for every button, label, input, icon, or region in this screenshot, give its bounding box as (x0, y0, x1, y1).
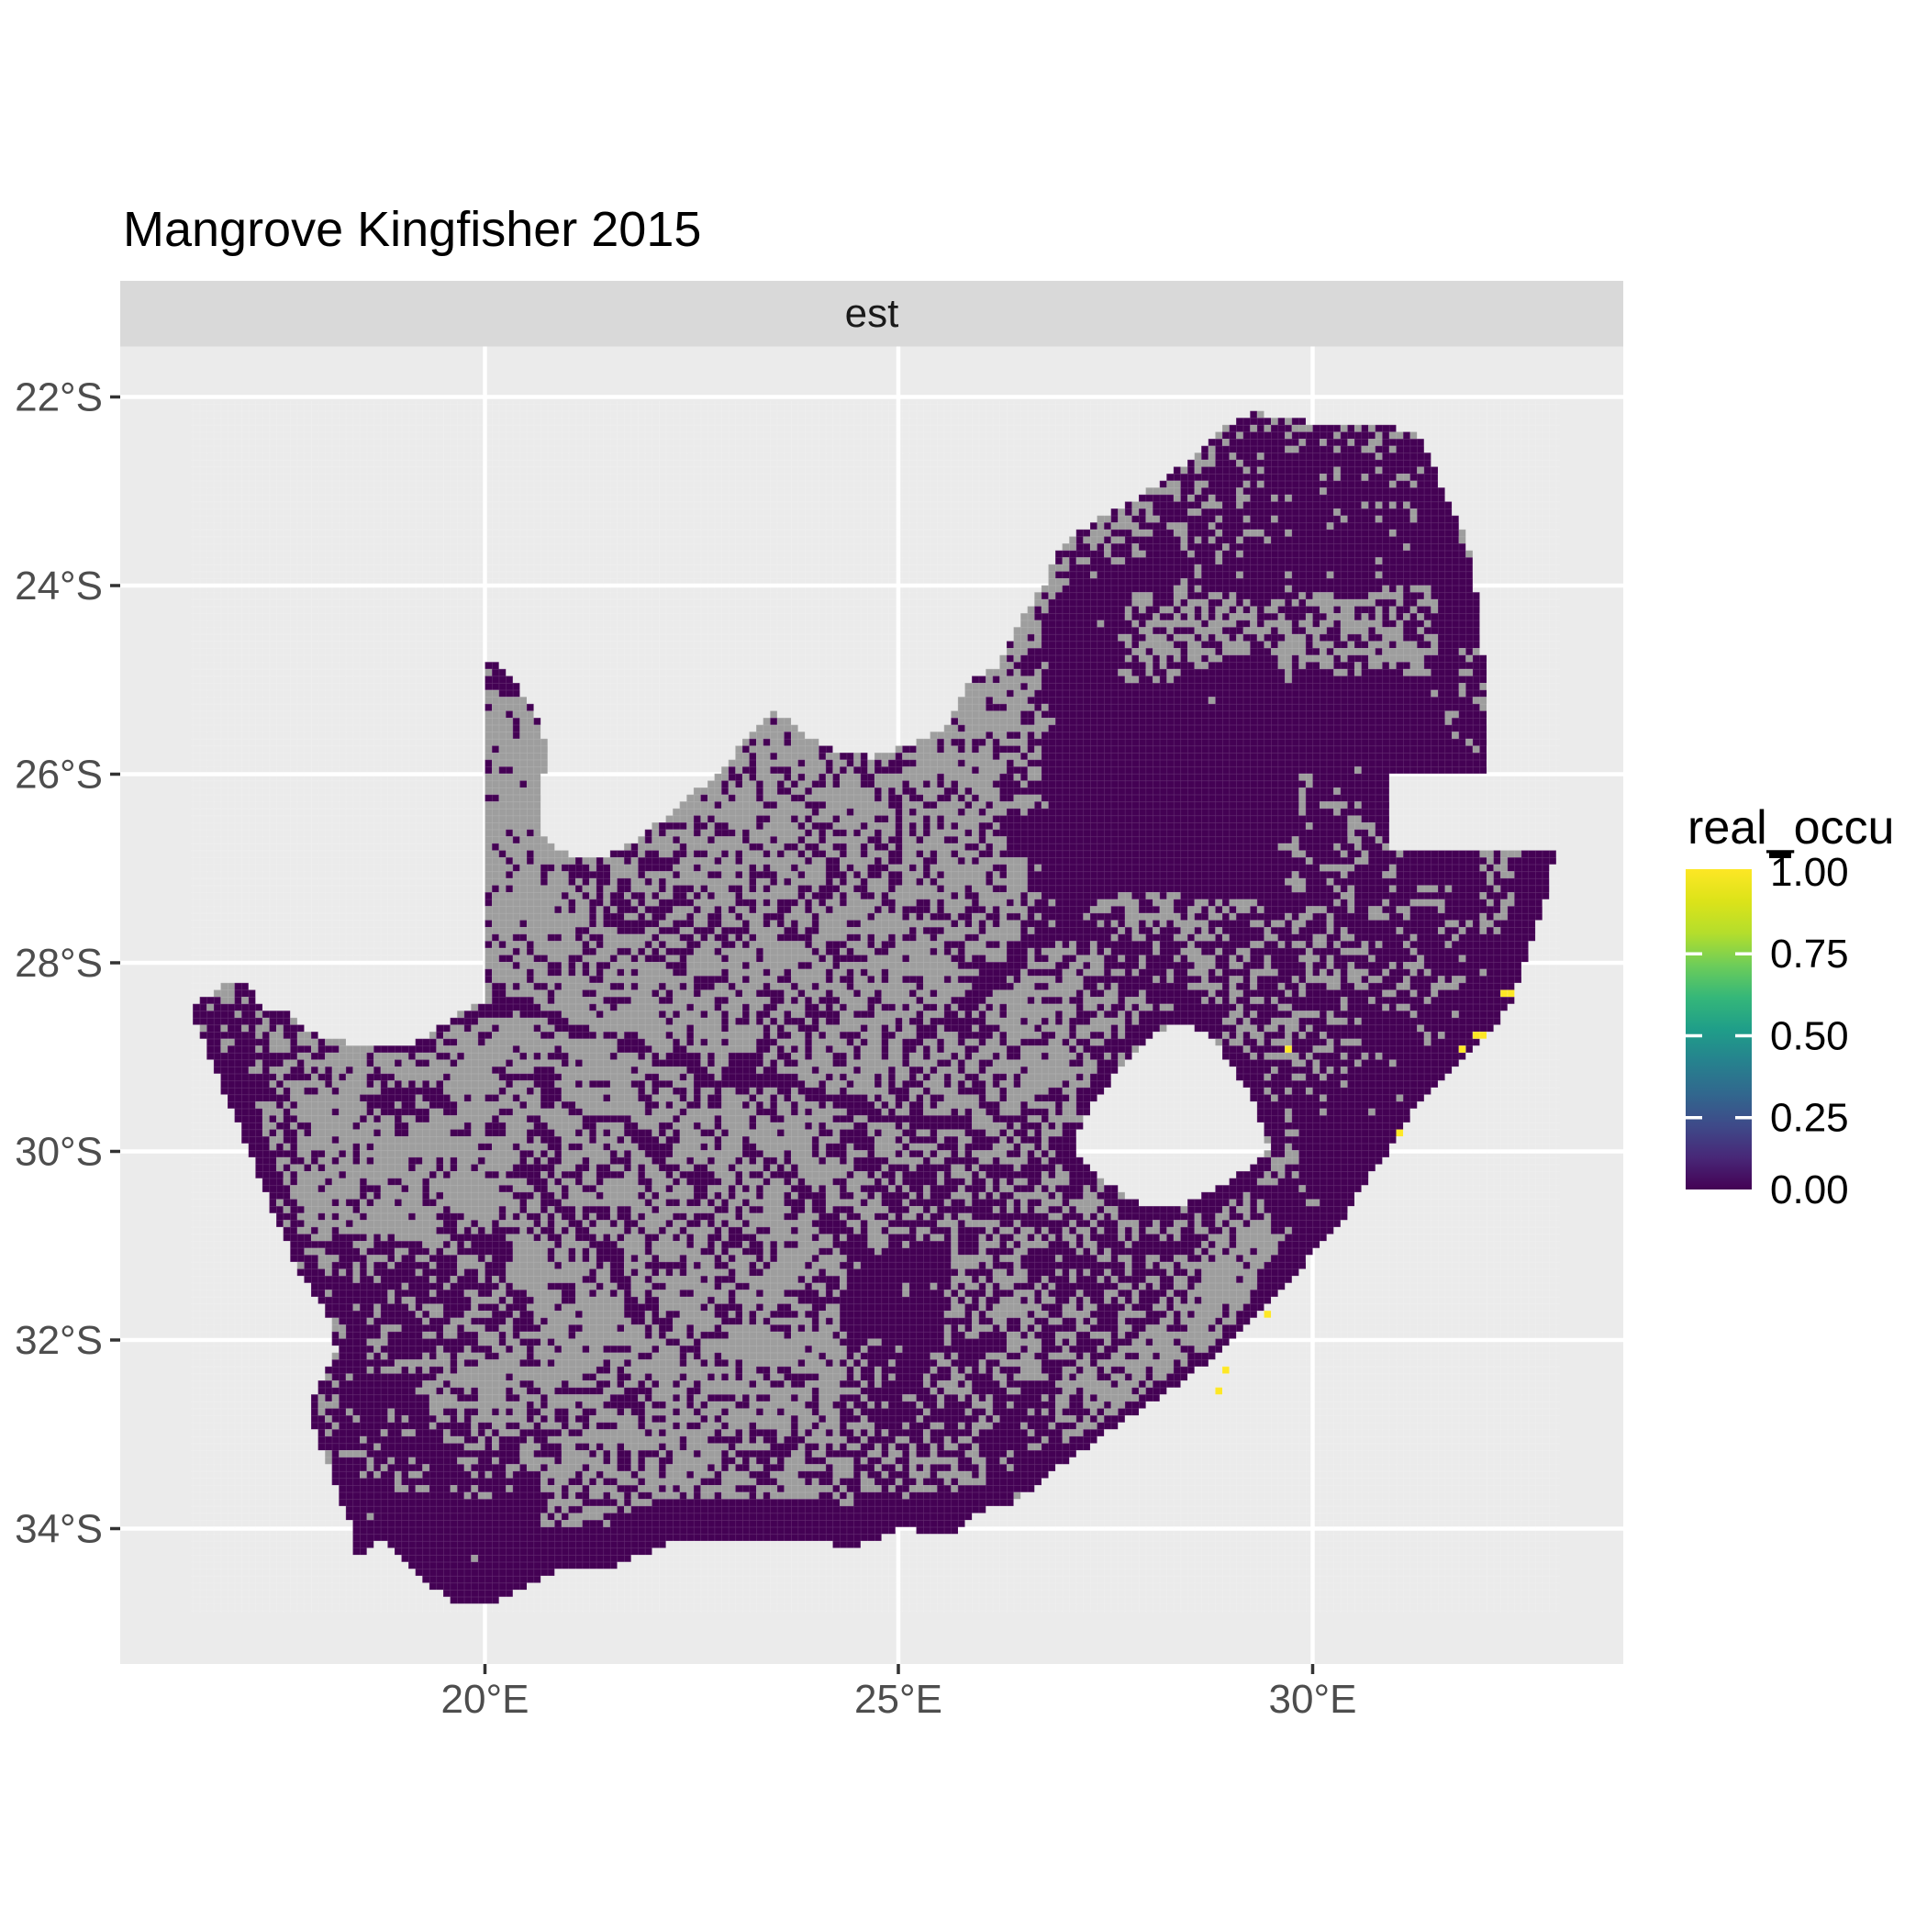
svg-text:34°S: 34°S (15, 1507, 103, 1552)
svg-text:24°S: 24°S (15, 564, 103, 609)
svg-text:28°S: 28°S (15, 941, 103, 986)
svg-text:0.75: 0.75 (1770, 932, 1849, 977)
svg-text:30°S: 30°S (15, 1130, 103, 1175)
svg-text:1.00: 1.00 (1770, 850, 1849, 895)
svg-text:32°S: 32°S (15, 1318, 103, 1363)
svg-text:Mangrove Kingfisher 2015: Mangrove Kingfisher 2015 (123, 202, 701, 257)
svg-text:20°E: 20°E (441, 1677, 529, 1722)
svg-text:30°E: 30°E (1269, 1677, 1357, 1722)
svg-text:22°S: 22°S (15, 375, 103, 420)
svg-text:0.25: 0.25 (1770, 1096, 1849, 1141)
svg-text:25°E: 25°E (854, 1677, 942, 1722)
svg-text:0.50: 0.50 (1770, 1014, 1849, 1059)
svg-text:0.00: 0.00 (1770, 1167, 1849, 1212)
svg-text:est: est (845, 291, 899, 336)
svg-text:real_occu: real_occu (1688, 801, 1894, 854)
svg-text:26°S: 26°S (15, 753, 103, 798)
